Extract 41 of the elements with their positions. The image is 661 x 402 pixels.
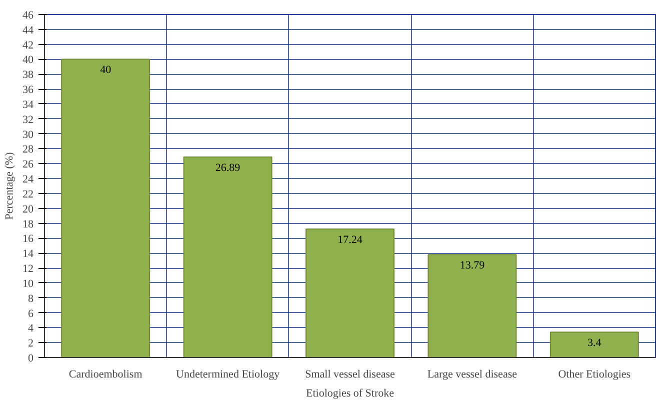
y-tick-label: 40: [22, 54, 34, 66]
y-tick-label: 8: [28, 292, 34, 305]
y-tick-label: 18: [22, 218, 34, 230]
y-tick-label: 28: [22, 144, 34, 156]
y-tick-label: 4: [28, 322, 34, 335]
y-tick-label: 20: [22, 203, 34, 216]
y-tick-label: 10: [22, 278, 34, 290]
bar: [306, 228, 394, 358]
y-tick-label: 16: [22, 233, 34, 246]
y-axis-title: Percentage (%): [4, 152, 16, 220]
x-tick-label: Other Etiologies: [558, 368, 631, 380]
y-tick-label: 44: [22, 24, 34, 36]
data-label: 40: [100, 64, 112, 76]
bar: [550, 332, 639, 358]
data-label: 13.79: [460, 260, 486, 272]
x-axis-title: Etiologies of Stroke: [306, 388, 394, 400]
y-tick-label: 32: [22, 114, 34, 126]
y-tick-label: 24: [22, 174, 34, 186]
y-tick-label: 6: [28, 308, 34, 320]
y-tick-label: 38: [22, 69, 34, 82]
y-tick-label: 26: [22, 158, 34, 171]
bar: [61, 58, 150, 358]
bar: [183, 156, 272, 358]
y-tick-label: 0: [28, 352, 34, 364]
x-tick-label: Small vessel disease: [305, 368, 396, 380]
x-tick-label: Large vessel disease: [427, 368, 518, 380]
y-tick-label: 12: [22, 263, 34, 276]
y-tick-label: 34: [22, 98, 34, 111]
x-tick-label: Cardioembolism: [68, 368, 143, 380]
y-tick-label: 30: [22, 128, 34, 141]
y-tick-label: 36: [22, 84, 34, 96]
data-label: 26.89: [215, 162, 241, 174]
x-tick-label: Undetermined Etiology: [176, 368, 280, 380]
data-label: 17.24: [338, 234, 363, 246]
y-tick-label: 42: [22, 39, 34, 52]
y-tick-label: 14: [22, 248, 34, 260]
data-label: 3.4: [588, 337, 602, 350]
y-tick-label: 22: [22, 188, 34, 200]
y-tick-label: 2: [28, 338, 34, 350]
y-tick-label: 46: [22, 10, 34, 22]
bar: [428, 254, 517, 358]
